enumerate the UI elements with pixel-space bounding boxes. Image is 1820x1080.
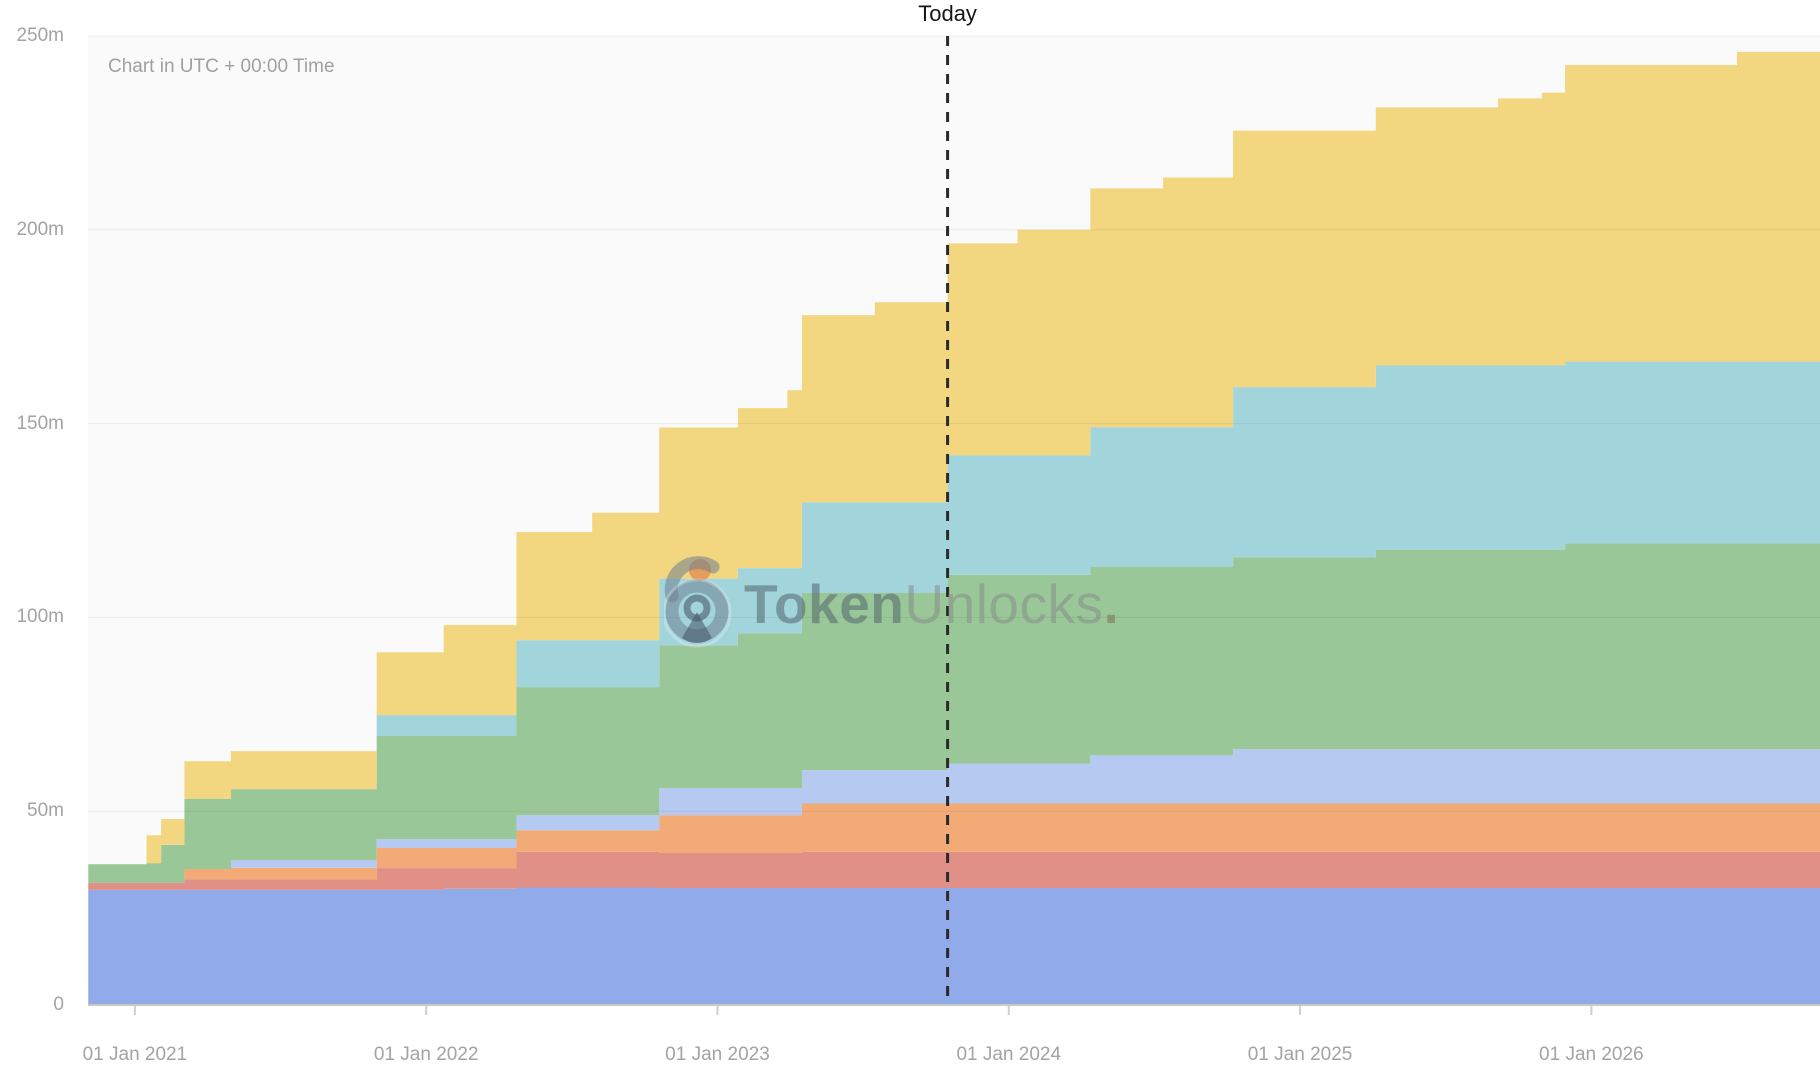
area-allocation-blue[interactable] — [88, 887, 1820, 1005]
area-allocation-lavender[interactable] — [88, 749, 1820, 883]
x-tick-label-01 Jan 2025: 01 Jan 2025 — [1247, 1044, 1353, 1065]
x-tick-label-01 Jan 2021: 01 Jan 2021 — [82, 1044, 188, 1065]
x-tick-label-01 Jan 2023: 01 Jan 2023 — [665, 1044, 770, 1065]
area-allocation-teal[interactable] — [88, 361, 1820, 865]
y-tick-label-100m: 100m — [16, 606, 64, 628]
x-tick-label-01 Jan 2024: 01 Jan 2024 — [956, 1044, 1062, 1065]
y-tick-label-150m: 150m — [16, 412, 64, 434]
y-tick-label-0: 0 — [53, 994, 64, 1015]
y-tick-label-50m: 50m — [27, 800, 64, 822]
y-tick-label-250m: 250m — [16, 25, 64, 46]
area-allocation-green[interactable] — [88, 543, 1820, 883]
today-label: Today — [918, 1, 977, 26]
x-tick-label-01 Jan 2026: 01 Jan 2026 — [1539, 1044, 1644, 1065]
area-allocation-yellow[interactable] — [88, 51, 1820, 865]
y-tick-label-200m: 200m — [16, 218, 64, 240]
x-tick-label-01 Jan 2022: 01 Jan 2022 — [373, 1044, 479, 1065]
timezone-note: Chart in UTC + 00:00 Time — [108, 56, 335, 77]
area-allocation-orange[interactable] — [88, 803, 1820, 883]
area-allocation-salmon[interactable] — [88, 851, 1820, 890]
